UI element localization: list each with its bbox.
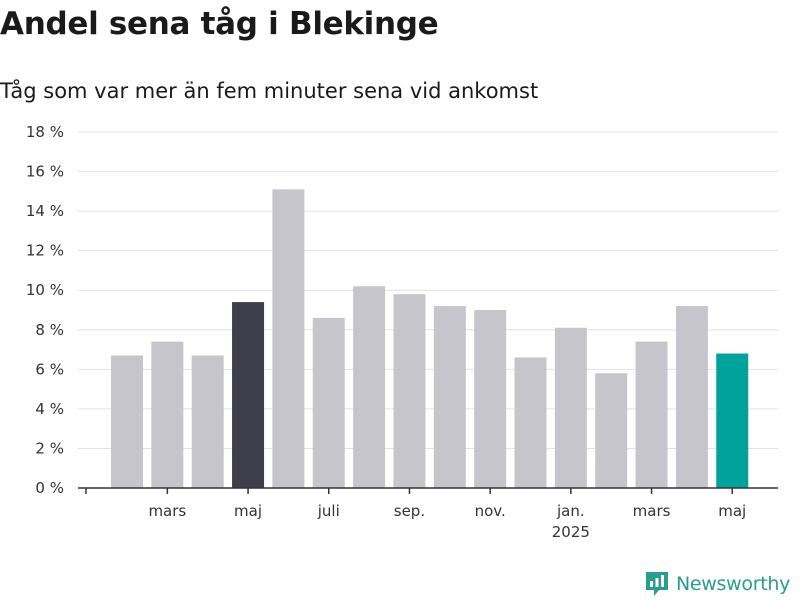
brand-name: Newsworthy: [676, 573, 791, 595]
y-tick-label: 12 %: [26, 242, 64, 260]
bar: [675, 306, 708, 488]
gridlines: [78, 131, 778, 449]
y-tick-label: 10 %: [26, 281, 64, 299]
chart-title: Andel sena tåg i Blekinge: [0, 6, 439, 42]
y-axis-ticks: 0 % 2 % 4 % 6 % 8 % 10 % 12 % 14 % 16 % 18 %: [26, 123, 64, 497]
bar: [716, 353, 749, 488]
y-tick-label: 16 %: [26, 163, 64, 181]
bar: [151, 341, 184, 488]
bar: [635, 341, 668, 488]
x-tick-label: sep.: [394, 502, 425, 520]
bar: [191, 355, 224, 488]
chart-subtitle: Tåg som var mer än fem minuter sena vid …: [0, 79, 539, 103]
x-tick-label: juli: [317, 502, 340, 520]
x-tick-year-label: 2025: [552, 523, 590, 541]
y-tick-label: 6 %: [35, 360, 64, 378]
y-tick-label: 8 %: [35, 321, 64, 339]
x-tick-label: mars: [633, 502, 671, 520]
bar: [232, 302, 265, 488]
bar: [353, 286, 386, 488]
bar: [312, 317, 345, 488]
x-tick-label: jan.: [556, 502, 585, 520]
bar-chart-logo-icon: [646, 572, 668, 596]
bar: [554, 327, 587, 488]
bars: [111, 189, 749, 488]
bar: [595, 373, 628, 488]
y-tick-label: 14 %: [26, 202, 64, 220]
x-tick-label: mars: [148, 502, 186, 520]
bar: [272, 189, 305, 488]
y-tick-label: 4 %: [35, 400, 64, 418]
bar: [514, 357, 547, 488]
y-tick-label: 18 %: [26, 123, 64, 141]
bar-chart: 0 % 2 % 4 % 6 % 8 % 10 % 12 % 14 % 16 % 18 % mars…: [26, 123, 778, 541]
x-tick-label: maj: [718, 502, 746, 520]
x-tick-label: nov.: [475, 502, 506, 520]
x-axis: mars maj juli sep. nov. jan. 2025 mars maj: [78, 487, 778, 541]
newsworthy-logo: Newsworthy: [644, 570, 790, 598]
x-tick-label: maj: [234, 502, 262, 520]
y-tick-label: 2 %: [35, 439, 64, 457]
bar: [393, 294, 426, 488]
y-tick-label: 0 %: [35, 479, 64, 497]
bar: [433, 306, 466, 488]
bar: [474, 310, 507, 488]
bar: [111, 355, 143, 488]
